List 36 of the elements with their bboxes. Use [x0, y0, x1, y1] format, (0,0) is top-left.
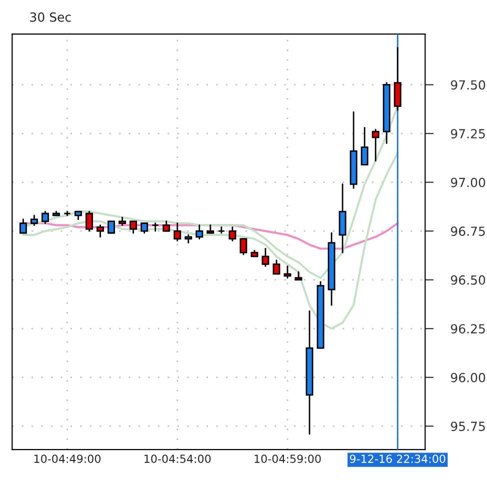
candlestick	[284, 265, 292, 279]
candlestick	[152, 222, 160, 232]
candlestick	[262, 248, 270, 267]
candlestick	[228, 226, 236, 242]
candlestick	[240, 238, 248, 256]
candlestick	[41, 210, 49, 224]
candlestick	[96, 224, 104, 238]
chart-title: 30 Sec	[30, 12, 71, 22]
candlestick	[338, 184, 346, 254]
y-tick-label: 96.25	[450, 324, 485, 334]
candlestick	[130, 220, 138, 234]
candlestick	[140, 222, 148, 234]
y-tick-label: 97.50	[450, 80, 486, 90]
y-tick-label: 97.00	[450, 178, 486, 188]
candlestick	[196, 224, 204, 240]
candlestick	[64, 210, 71, 216]
x-tick-label: 10-04:59:00	[254, 454, 321, 464]
y-tick-label: 97.25	[450, 128, 485, 138]
y-tick-label: 95.75	[450, 422, 485, 432]
x-tick-label: 10-04:54:00	[144, 454, 211, 464]
candlestick	[218, 226, 226, 234]
candlestick	[360, 126, 368, 166]
candlestick	[19, 218, 27, 234]
candlestick	[174, 222, 182, 242]
x-tick-label: 9-12-16 22:34:00	[350, 454, 446, 464]
y-tick-label: 96.00	[450, 372, 486, 382]
candlestick	[372, 128, 380, 162]
candlestick	[394, 46, 402, 111]
y-tick-label: 96.75	[450, 226, 485, 236]
candlestick	[86, 210, 93, 232]
x-tick-label: 10-04:49:00	[34, 454, 101, 464]
candlestick	[162, 220, 170, 232]
candlestick	[272, 260, 280, 275]
y-tick-label: 96.50	[450, 275, 486, 285]
candlestick	[108, 220, 116, 234]
candlestick	[30, 214, 38, 226]
